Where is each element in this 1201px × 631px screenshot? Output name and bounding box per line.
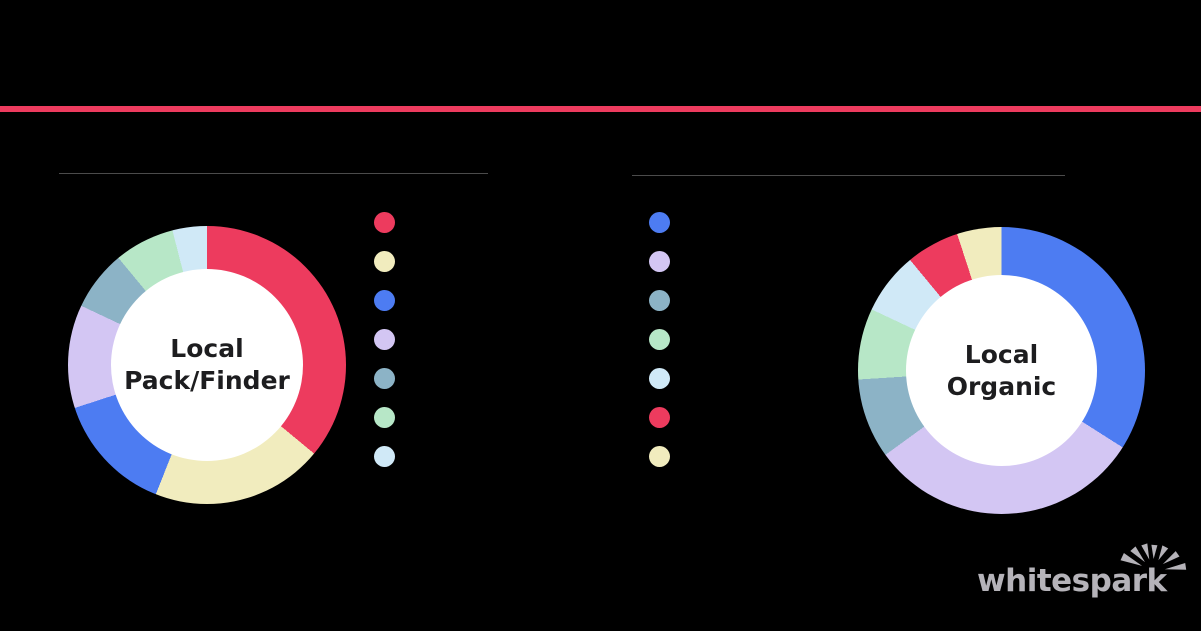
left-legend-dots <box>374 212 395 467</box>
right-legend-dots <box>649 212 670 467</box>
legend-dot <box>649 212 670 233</box>
legend-dot <box>374 212 395 233</box>
legend-dot <box>374 407 395 428</box>
legend-dot <box>649 251 670 272</box>
legend-dot <box>649 446 670 467</box>
legend-dot <box>374 329 395 350</box>
local-pack-finder-donut: Local Pack/Finder <box>68 226 346 504</box>
local-pack-finder-donut-hole: Local Pack/Finder <box>111 269 303 461</box>
local-organic-donut: Local Organic <box>858 227 1145 514</box>
title-divider-line <box>0 106 1201 112</box>
legend-dot <box>649 407 670 428</box>
donut-title-line: Local <box>170 334 244 363</box>
whitespark-logo: whitespark <box>977 539 1197 601</box>
local-organic-donut-hole: Local Organic <box>906 275 1097 466</box>
legend-dot <box>649 329 670 350</box>
whitespark-logo-text: whitespark <box>977 563 1167 599</box>
legend-dot <box>374 251 395 272</box>
local-pack-finder-label: Local Pack/Finder <box>124 333 290 397</box>
donut-title-line: Organic <box>946 371 1057 401</box>
local-organic-label: Local Organic <box>947 339 1057 403</box>
legend-dot <box>649 290 670 311</box>
donut-title-line: Pack/Finder <box>124 366 290 395</box>
left-section-underline <box>59 173 488 174</box>
spark-rays-icon <box>1120 543 1187 570</box>
legend-dot <box>374 446 395 467</box>
right-section-underline <box>632 175 1065 176</box>
legend-dot <box>649 368 670 389</box>
legend-dot <box>374 290 395 311</box>
donut-title-line: Local <box>964 339 1039 369</box>
legend-dot <box>374 368 395 389</box>
